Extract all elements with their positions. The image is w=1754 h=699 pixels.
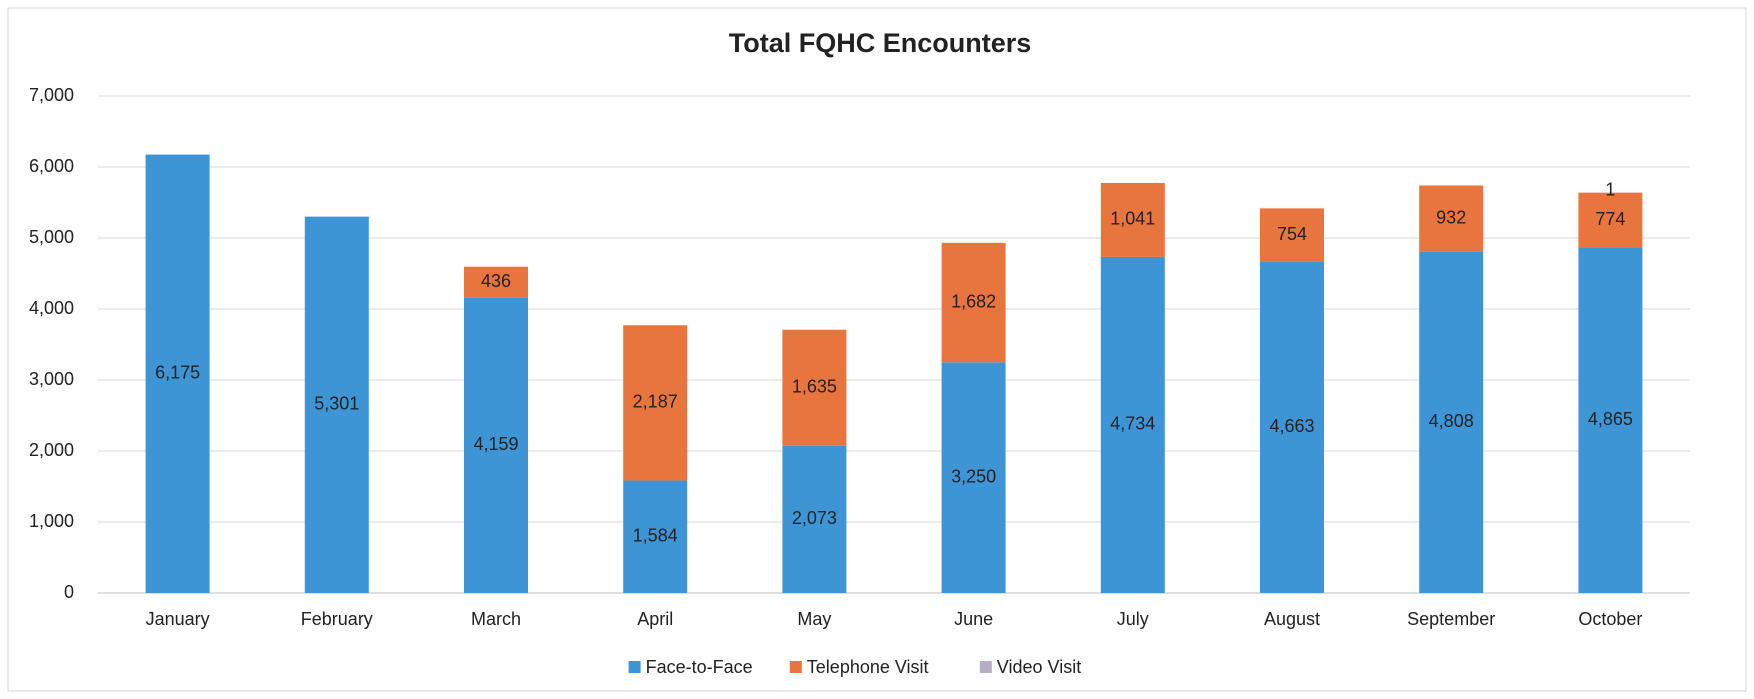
x-tick-label: May [797, 609, 831, 629]
y-tick-label: 3,000 [29, 369, 74, 389]
x-tick-label: October [1578, 609, 1642, 629]
y-tick-label: 7,000 [29, 85, 74, 105]
x-tick-label: February [301, 609, 373, 629]
data-label: 1 [1605, 179, 1615, 199]
data-label: 2,073 [792, 508, 837, 528]
y-tick-label: 6,000 [29, 156, 74, 176]
data-label: 4,808 [1429, 411, 1474, 431]
bar-segment [1100, 256, 1165, 593]
legend-swatch [979, 661, 992, 673]
bar-segment [623, 325, 688, 481]
data-label: 436 [481, 271, 511, 291]
data-label: 3,250 [951, 466, 996, 486]
x-tick-label: April [637, 609, 673, 629]
bar-segment [304, 216, 369, 593]
x-tick-label: June [954, 609, 993, 629]
data-label: 1,635 [792, 377, 837, 397]
legend-label: Telephone Visit [807, 657, 929, 677]
y-tick-label: 1,000 [29, 511, 74, 531]
data-label: 4,663 [1269, 416, 1314, 436]
data-label: 5,301 [314, 394, 359, 414]
bar-segment [464, 266, 528, 298]
x-tick-label: August [1264, 609, 1320, 629]
data-label: 1,584 [633, 526, 678, 546]
y-tick-label: 5,000 [29, 227, 74, 247]
y-tick-label: 4,000 [29, 298, 74, 318]
bar-segment [623, 480, 688, 593]
x-tick-label: January [146, 609, 210, 629]
data-label: 2,187 [633, 392, 678, 412]
x-tick-label: July [1117, 609, 1149, 629]
data-label: 4,865 [1588, 409, 1633, 429]
x-tick-label: September [1407, 609, 1495, 629]
data-label: 6,175 [155, 363, 200, 383]
data-label: 4,734 [1110, 414, 1155, 434]
bar-segment [1100, 182, 1165, 257]
legend-swatch [628, 661, 641, 673]
chart-border [7, 7, 1747, 692]
legend-label: Video Visit [997, 657, 1081, 677]
bar-segment [1419, 185, 1484, 252]
bar-segment [1260, 261, 1324, 593]
legend-swatch [789, 661, 802, 673]
chart-title: Total FQHC Encounters [729, 28, 1032, 58]
bar-segment [1578, 247, 1643, 593]
bar-segment [145, 154, 210, 593]
bar-segment [1419, 251, 1484, 593]
bar-segment [1578, 192, 1643, 248]
data-label: 1,041 [1110, 209, 1155, 229]
y-tick-label: 0 [64, 582, 74, 602]
y-tick-label: 2,000 [29, 440, 74, 460]
data-label: 1,682 [951, 291, 996, 311]
bar-segment [782, 445, 847, 593]
bar-segment [941, 242, 1006, 363]
legend-label: Face-to-Face [646, 657, 753, 677]
data-label: 774 [1595, 209, 1625, 229]
data-label: 4,159 [473, 434, 518, 454]
data-label: 932 [1436, 207, 1466, 227]
bar-segment [941, 362, 1006, 593]
data-label: 754 [1277, 224, 1307, 244]
x-tick-label: March [471, 609, 521, 629]
bar-segment [1260, 208, 1324, 262]
bar-segment [464, 297, 528, 593]
bar-segment [782, 329, 847, 446]
